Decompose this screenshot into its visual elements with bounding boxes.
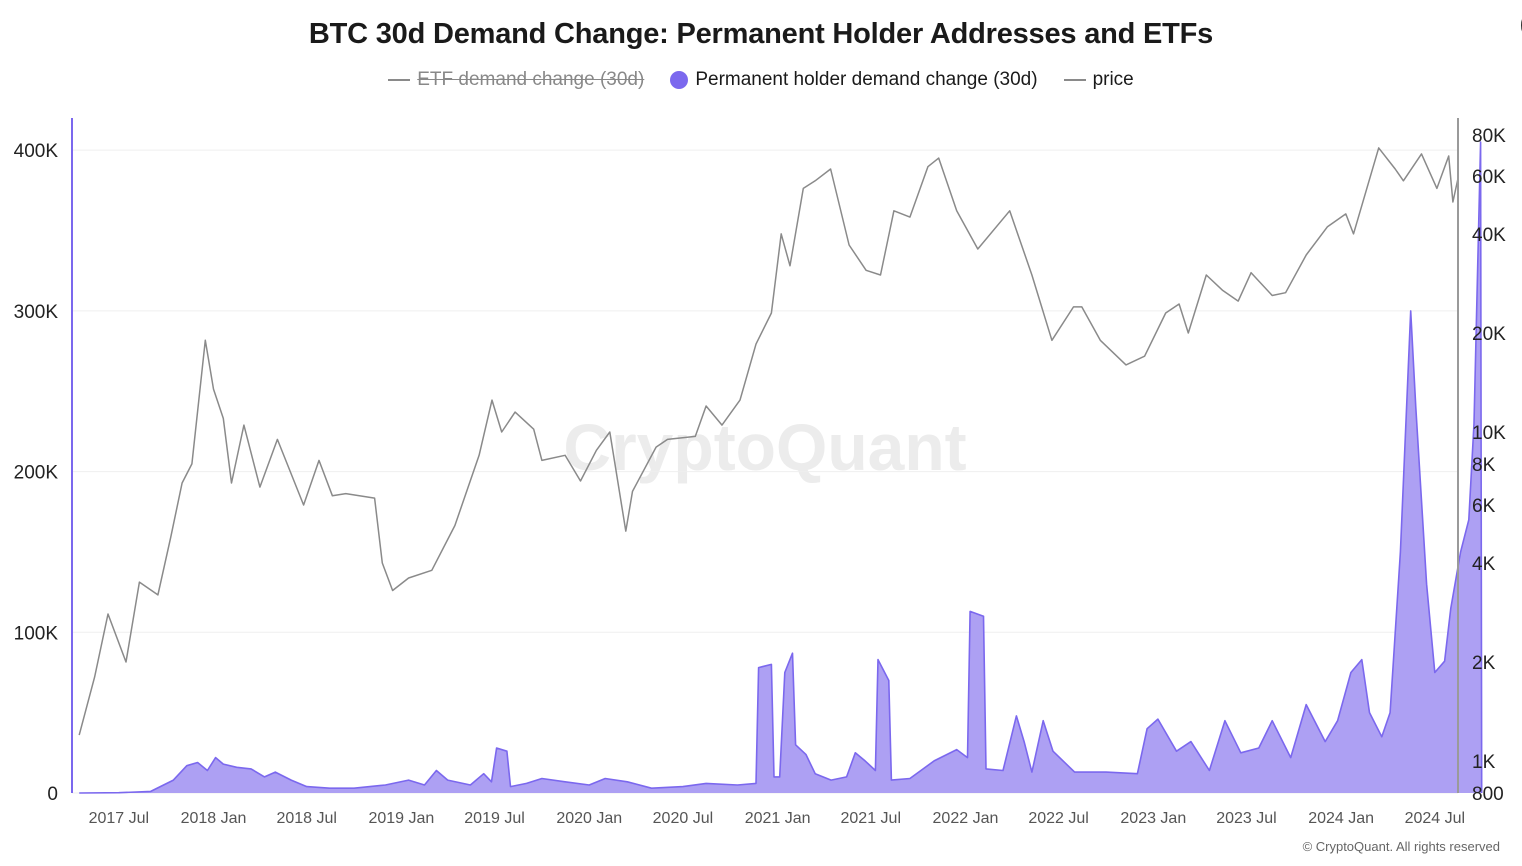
y-left-tick-label: 400K — [14, 141, 59, 162]
chart-legend: ETF demand change (30d) Permanent holder… — [0, 69, 1522, 91]
legend-dot-icon — [670, 71, 689, 89]
y-right-tick-label: 1K — [1472, 752, 1496, 773]
legend-line-icon — [388, 79, 411, 81]
y-left-tick-label: 300K — [14, 302, 59, 323]
x-tick-label: 2022 Jul — [1028, 810, 1089, 827]
y-right-tick-label: 40K — [1472, 225, 1506, 246]
legend-item-price[interactable]: price — [1063, 69, 1134, 91]
y-right-tick-label: 4K — [1472, 554, 1496, 575]
y-right-tick-label: 2K — [1472, 653, 1496, 674]
copyright-credit: © CryptoQuant. All rights reserved — [1302, 839, 1500, 854]
legend-label: price — [1092, 69, 1134, 90]
x-tick-label: 2019 Jan — [368, 810, 434, 827]
x-tick-label: 2022 Jan — [933, 810, 999, 827]
y-right-tick-label: 20K — [1472, 324, 1506, 345]
price-line — [78, 147, 1459, 736]
y-right-tick-label: 10K — [1472, 423, 1506, 444]
y-right-tick-label: 80K — [1472, 126, 1506, 147]
x-tick-label: 2024 Jan — [1308, 810, 1374, 827]
y-right-tick-label: 800 — [1472, 784, 1504, 805]
y-right-tick-label: 6K — [1472, 496, 1496, 517]
edge-icon: ( — [1519, 8, 1522, 39]
x-tick-label: 2017 Jul — [89, 810, 150, 827]
y-right-tick-label: 8K — [1472, 455, 1496, 476]
x-tick-label: 2021 Jan — [745, 810, 811, 827]
permanent-holder-line — [79, 141, 1483, 794]
y-right-tick-label: 60K — [1472, 167, 1506, 188]
x-tick-label: 2018 Jul — [276, 810, 337, 827]
legend-item-permanent-holder[interactable]: Permanent holder demand change (30d) — [670, 69, 1038, 91]
x-tick-label: 2021 Jul — [841, 810, 902, 827]
y-left-tick-label: 0 — [47, 784, 58, 805]
legend-line-icon — [1063, 79, 1086, 81]
x-tick-label: 2023 Jan — [1120, 810, 1186, 827]
x-tick-label: 2020 Jan — [556, 810, 622, 827]
permanent-holder-area — [79, 142, 1482, 794]
x-tick-label: 2023 Jul — [1216, 810, 1277, 827]
x-tick-label: 2020 Jul — [653, 810, 714, 827]
legend-item-etf[interactable]: ETF demand change (30d) — [388, 69, 644, 91]
x-tick-label: 2019 Jul — [464, 810, 525, 827]
x-tick-label: 2024 Jul — [1405, 810, 1466, 827]
legend-label: ETF demand change (30d) — [417, 69, 645, 90]
chart-title: BTC 30d Demand Change: Permanent Holder … — [308, 18, 1214, 50]
watermark: CryptoQuant — [563, 410, 966, 484]
y-left-tick-label: 200K — [14, 463, 59, 484]
legend-label: Permanent holder demand change (30d) — [695, 69, 1038, 90]
x-tick-label: 2018 Jan — [181, 810, 247, 827]
y-left-tick-label: 100K — [14, 623, 59, 644]
